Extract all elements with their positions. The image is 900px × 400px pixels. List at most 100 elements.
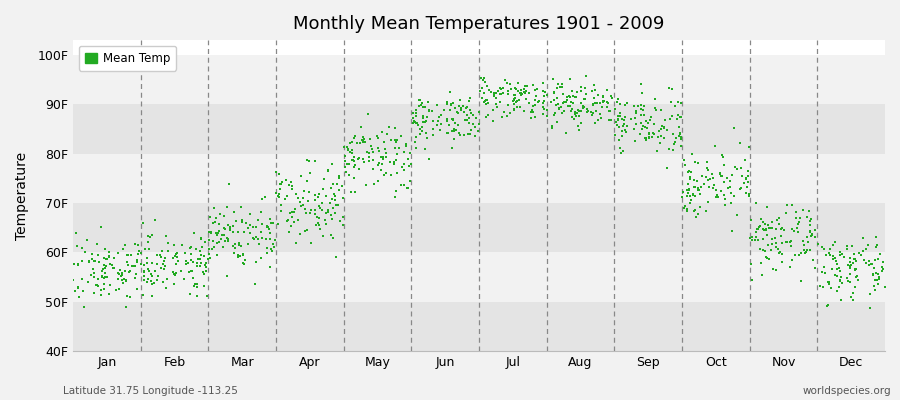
- Point: [801, 239, 815, 245]
- Point: [760, 255, 774, 261]
- Point: [791, 220, 806, 227]
- Point: [764, 247, 778, 253]
- Point: [653, 107, 668, 114]
- Point: [440, 130, 454, 137]
- Point: [343, 149, 357, 155]
- Point: [375, 154, 390, 160]
- Point: [447, 136, 462, 142]
- Point: [602, 108, 616, 114]
- Point: [374, 154, 389, 161]
- Point: [341, 147, 356, 154]
- Point: [399, 143, 413, 150]
- Point: [866, 271, 880, 277]
- Point: [498, 77, 512, 84]
- Point: [426, 126, 440, 132]
- Point: [482, 86, 497, 93]
- Point: [588, 120, 602, 126]
- Point: [848, 284, 862, 290]
- Point: [96, 262, 111, 268]
- Point: [210, 252, 224, 258]
- Point: [559, 98, 573, 105]
- Point: [194, 244, 209, 250]
- Point: [849, 258, 863, 264]
- Point: [518, 90, 532, 96]
- Point: [636, 106, 651, 113]
- Point: [657, 125, 671, 132]
- Point: [875, 268, 889, 274]
- Point: [644, 116, 658, 123]
- Point: [127, 241, 141, 247]
- Point: [770, 266, 784, 273]
- Point: [727, 125, 742, 131]
- Point: [118, 242, 132, 249]
- Point: [734, 186, 748, 192]
- Point: [717, 179, 732, 185]
- Point: [94, 273, 109, 280]
- Point: [854, 252, 868, 258]
- Point: [547, 90, 562, 96]
- Point: [378, 154, 392, 160]
- Point: [807, 234, 822, 241]
- Point: [740, 184, 754, 190]
- Point: [802, 247, 816, 253]
- Title: Monthly Mean Temperatures 1901 - 2009: Monthly Mean Temperatures 1901 - 2009: [293, 15, 665, 33]
- Point: [550, 84, 564, 91]
- Point: [579, 90, 593, 97]
- Point: [71, 285, 86, 292]
- Point: [590, 92, 605, 98]
- Point: [140, 276, 155, 282]
- Point: [717, 192, 732, 198]
- Point: [362, 154, 376, 160]
- Point: [831, 266, 845, 272]
- Point: [480, 96, 494, 103]
- Point: [364, 146, 379, 152]
- Point: [474, 75, 489, 81]
- Point: [871, 274, 886, 280]
- Point: [326, 204, 340, 211]
- Point: [328, 196, 342, 203]
- Point: [532, 98, 546, 104]
- Point: [87, 274, 102, 281]
- Point: [347, 163, 362, 170]
- Point: [300, 226, 314, 233]
- Point: [308, 192, 322, 198]
- Point: [431, 118, 446, 124]
- Point: [553, 83, 567, 90]
- Point: [772, 250, 787, 256]
- Point: [612, 124, 626, 130]
- Point: [739, 176, 753, 182]
- Point: [654, 132, 669, 139]
- Point: [218, 238, 232, 244]
- Point: [486, 91, 500, 98]
- Point: [409, 107, 423, 114]
- Point: [137, 277, 151, 283]
- Point: [744, 217, 759, 224]
- Point: [526, 103, 540, 109]
- Point: [230, 254, 245, 261]
- Point: [467, 133, 482, 140]
- Point: [308, 196, 322, 203]
- Point: [217, 232, 231, 238]
- Point: [395, 164, 410, 170]
- Point: [157, 258, 171, 264]
- Point: [536, 104, 550, 111]
- Point: [207, 244, 221, 250]
- Point: [785, 225, 799, 232]
- Point: [775, 240, 789, 246]
- Point: [510, 80, 525, 86]
- Point: [202, 256, 216, 262]
- Point: [328, 192, 342, 199]
- Point: [728, 164, 742, 170]
- Point: [749, 233, 763, 240]
- Point: [141, 268, 156, 274]
- Point: [823, 246, 837, 252]
- Point: [503, 110, 517, 116]
- Point: [716, 154, 730, 160]
- Point: [95, 266, 110, 272]
- Point: [178, 250, 193, 256]
- Point: [778, 239, 793, 246]
- Point: [700, 165, 715, 171]
- Point: [370, 132, 384, 139]
- Point: [258, 194, 273, 200]
- Point: [479, 114, 493, 120]
